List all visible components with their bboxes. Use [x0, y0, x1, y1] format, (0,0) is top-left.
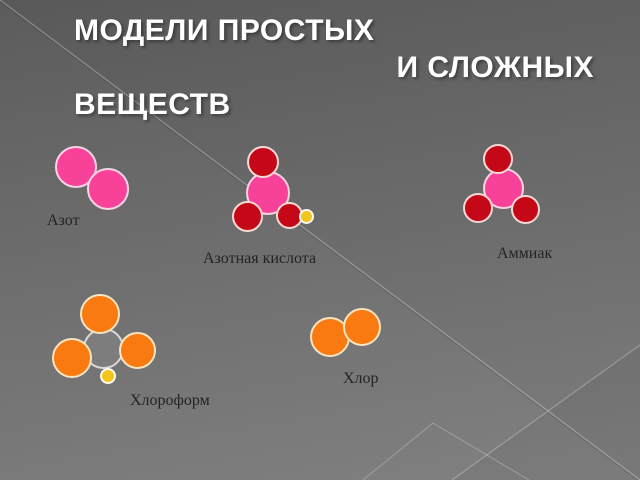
azotnaya-kislota-atom-yellow: [298, 208, 314, 224]
chlor-atom-orange: [343, 308, 381, 346]
chloroform-atom-yellow: [100, 368, 116, 384]
azot-atom-pink: [87, 168, 129, 210]
chlor-label: Хлор: [343, 370, 379, 387]
ammiak-label: Аммиак: [497, 245, 553, 262]
title-line-3: ВЕЩЕСТВ: [74, 88, 231, 121]
title-line-1: МОДЕЛИ ПРОСТЫХ: [74, 14, 375, 47]
chloroform-atom-orange: [52, 338, 92, 378]
azotnaya-kislota-label: Азотная кислота: [203, 250, 317, 267]
chloroform-label: Хлороформ: [130, 392, 210, 409]
chloroform-atom-orange: [80, 294, 120, 334]
ammiak-atom-red: [463, 193, 493, 223]
azot-label: Азот: [47, 212, 80, 229]
ammiak-atom-red: [483, 144, 513, 174]
ammiak-atom-red: [510, 194, 540, 224]
slide-title: МОДЕЛИ ПРОСТЫХ И СЛОЖНЫХ ВЕЩЕСТВ: [74, 12, 594, 123]
azotnaya-kislota-atom-red: [231, 200, 263, 232]
azotnaya-kislota-atom-red: [247, 146, 279, 178]
title-line-2: И СЛОЖНЫХ: [396, 51, 594, 84]
chloroform-atom-orange: [118, 331, 156, 369]
azotnaya-kislota-atom-red: [275, 201, 303, 229]
